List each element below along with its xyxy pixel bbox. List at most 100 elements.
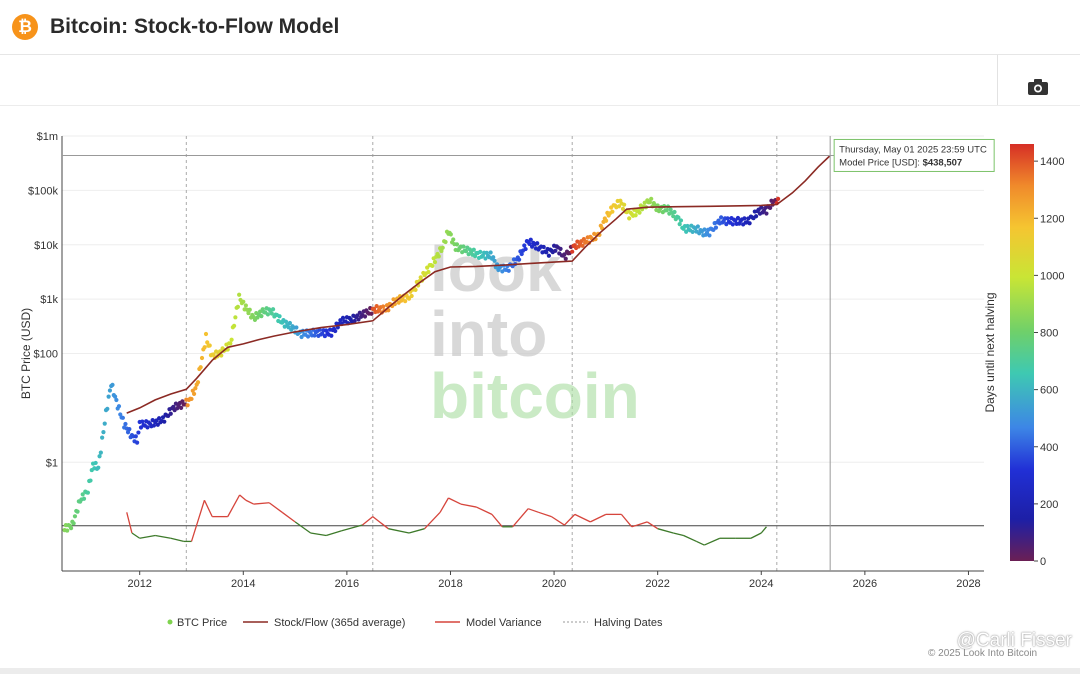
btc-price-point xyxy=(461,244,466,249)
btc-price-point xyxy=(491,255,496,260)
btc-price-point xyxy=(747,221,752,226)
colorbar xyxy=(1010,144,1034,561)
variance-segment xyxy=(227,494,241,517)
btc-price-point xyxy=(270,307,276,312)
variance-segment xyxy=(372,516,389,530)
variance-segment xyxy=(281,511,296,523)
btc-price-point xyxy=(413,287,418,293)
btc-price-point xyxy=(185,403,190,408)
legend-label[interactable]: Model Variance xyxy=(466,617,542,629)
toolbar-divider xyxy=(997,55,998,105)
btc-price-point xyxy=(562,252,567,257)
btc-price-point xyxy=(294,325,299,330)
copyright-text: © 2025 Look Into Bitcoin xyxy=(928,648,1038,659)
legend-label[interactable]: Stock/Flow (365d average) xyxy=(274,617,405,629)
btc-price-point xyxy=(649,196,654,201)
legend-label[interactable]: BTC Price xyxy=(177,617,227,629)
btc-price-point xyxy=(81,496,87,501)
btc-price-point xyxy=(193,386,198,391)
variance-segment xyxy=(341,524,363,532)
btc-price-point xyxy=(610,209,615,214)
btc-price-point xyxy=(570,249,575,254)
btc-price-point xyxy=(678,218,684,223)
variance-segment xyxy=(683,534,697,543)
btc-price-point xyxy=(120,415,125,420)
btc-price-point xyxy=(329,333,334,338)
btc-price-point xyxy=(471,247,476,252)
btc-price-point xyxy=(65,528,70,533)
btc-price-point xyxy=(228,341,233,346)
variance-segment xyxy=(491,513,503,528)
variance-segment xyxy=(310,532,327,537)
btc-price-point xyxy=(199,355,205,361)
btc-price-point xyxy=(179,405,184,410)
variance-segment xyxy=(538,511,552,518)
btc-price-point xyxy=(506,268,511,273)
btc-price-point xyxy=(719,215,724,220)
y-tick-label: $1 xyxy=(46,457,58,469)
btc-price-point xyxy=(695,224,700,229)
variance-segment xyxy=(657,528,674,534)
btc-price-point xyxy=(259,314,264,319)
btc-price-point xyxy=(72,514,78,519)
btc-price-point xyxy=(647,200,653,205)
btc-price-point xyxy=(312,333,317,338)
btc-price-point xyxy=(622,202,627,207)
chart-panel: lookintobitcoin$1m$100k$10k$1k$100$12012… xyxy=(0,106,1080,668)
variance-segment xyxy=(439,497,449,513)
variance-segment xyxy=(239,494,247,501)
btc-price-point xyxy=(668,207,673,212)
btc-price-point xyxy=(241,299,246,304)
btc-price-point xyxy=(305,334,311,339)
btc-price-point xyxy=(432,260,438,265)
btc-price-point xyxy=(517,257,522,262)
btc-price-point xyxy=(362,314,368,319)
x-tick-label: 2020 xyxy=(542,578,566,590)
colorbar-tick-label: 1400 xyxy=(1040,156,1064,168)
btc-price-point xyxy=(247,307,252,312)
btc-price-point xyxy=(136,430,141,435)
variance-segment xyxy=(476,506,493,515)
x-tick-label: 2022 xyxy=(645,578,669,590)
btc-price-point xyxy=(235,304,240,309)
colorbar-label: Days until next halving xyxy=(983,292,997,412)
btc-price-point xyxy=(68,526,74,531)
variance-segment xyxy=(268,502,283,513)
btc-price-point xyxy=(102,421,107,426)
stock-to-flow-chart[interactable]: lookintobitcoin$1m$100k$10k$1k$100$12012… xyxy=(0,106,1080,668)
variance-segment xyxy=(139,534,156,539)
x-tick-label: 2028 xyxy=(956,578,980,590)
btc-price-point xyxy=(707,233,712,238)
variance-segment xyxy=(448,497,462,505)
btc-price-point xyxy=(100,435,105,440)
camera-icon[interactable] xyxy=(1026,77,1050,97)
btc-price-point xyxy=(753,214,759,219)
variance-segment xyxy=(527,508,539,513)
btc-price-point xyxy=(207,343,212,348)
variance-segment xyxy=(155,534,171,539)
y-tick-label: $100 xyxy=(34,349,58,361)
btc-price-point xyxy=(527,241,532,246)
legend-label[interactable]: Halving Dates xyxy=(594,617,663,629)
btc-price-series xyxy=(62,196,781,533)
btc-price-point xyxy=(277,314,282,319)
btc-price-point xyxy=(75,509,80,514)
btc-price-point xyxy=(322,333,327,339)
btc-price-point xyxy=(160,415,166,420)
btc-price-point xyxy=(356,317,361,322)
btc-price-point xyxy=(448,232,453,237)
variance-segment xyxy=(574,513,591,523)
variance-segment xyxy=(696,540,705,546)
btc-price-point xyxy=(483,256,488,261)
btc-price-point xyxy=(742,216,747,221)
variance-segment xyxy=(388,528,410,534)
btc-price-point xyxy=(541,244,546,250)
colorbar-tick-label: 800 xyxy=(1040,328,1058,340)
btc-price-point xyxy=(436,254,441,259)
variance-segment xyxy=(590,513,607,523)
btc-price-point xyxy=(283,319,289,324)
btc-price-point xyxy=(522,243,527,248)
btc-price-point xyxy=(671,214,676,219)
btc-price-point xyxy=(127,426,132,432)
btc-price-point xyxy=(616,204,622,209)
